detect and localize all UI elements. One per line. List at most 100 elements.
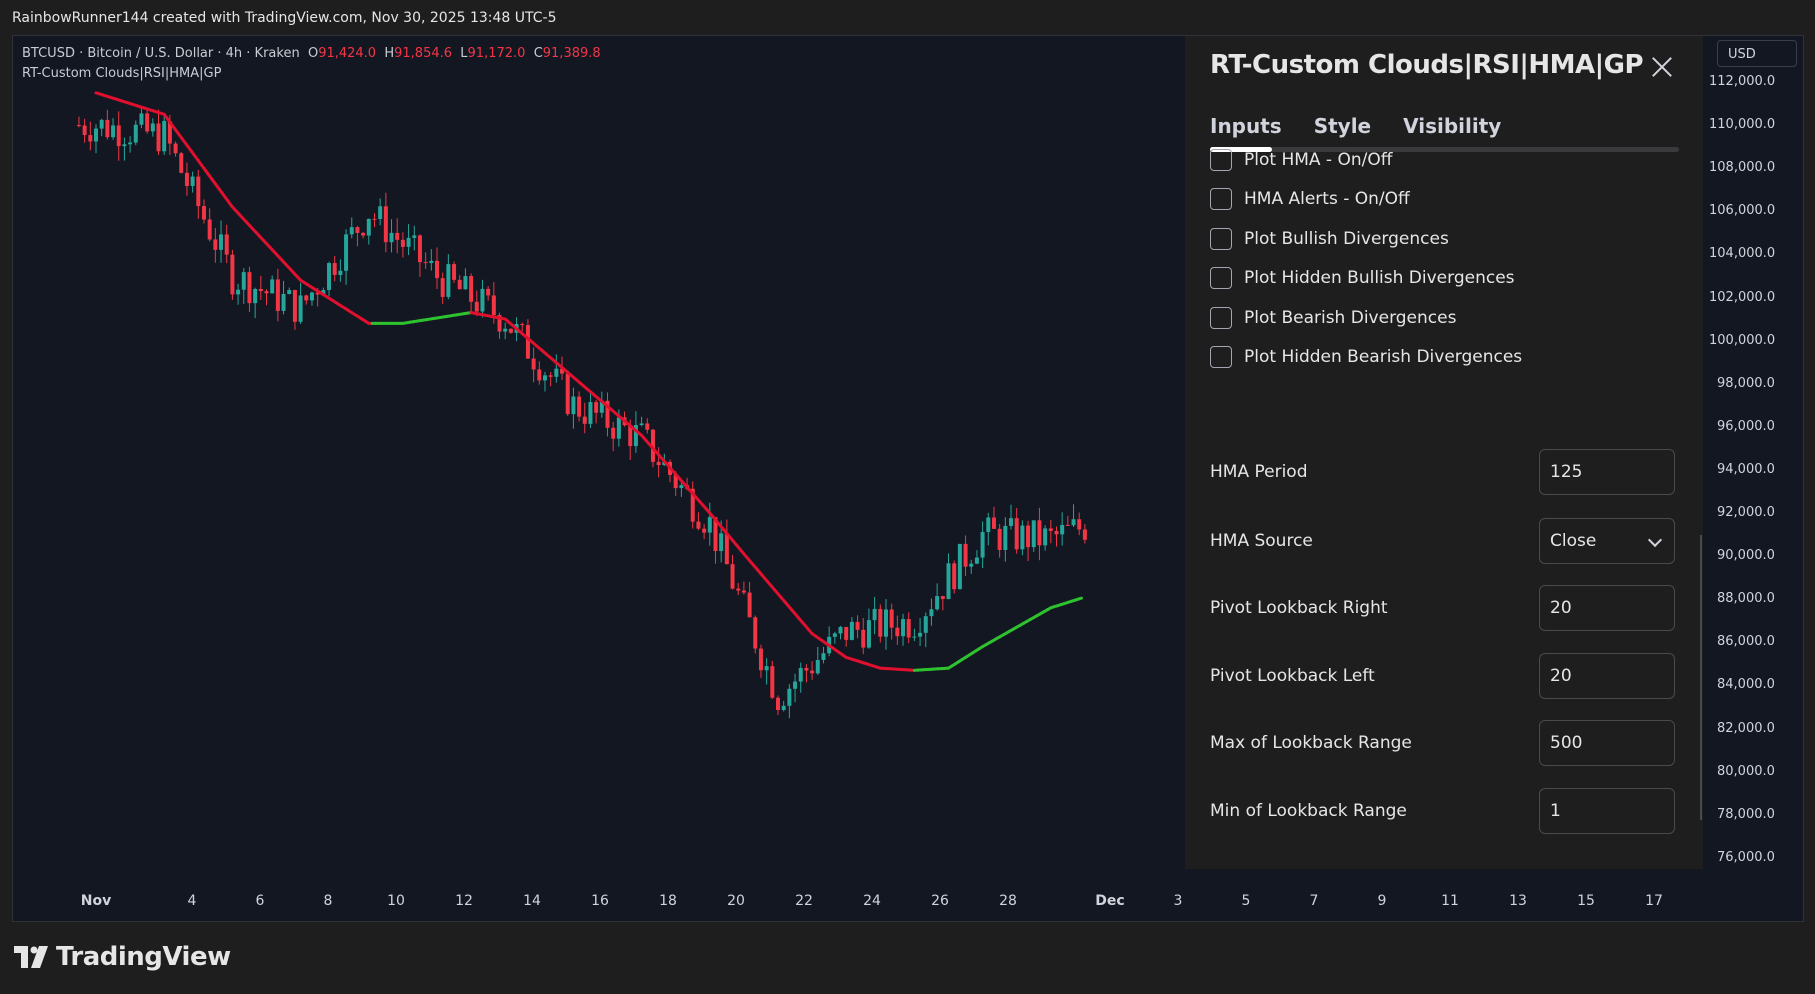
- currency-selector[interactable]: USD: [1717, 40, 1797, 67]
- price-tick-label: 88,000.0: [1717, 591, 1775, 607]
- candle-body: [184, 172, 189, 186]
- candle-body: [508, 328, 513, 333]
- price-tick-label: 76,000.0: [1717, 849, 1775, 865]
- checkbox[interactable]: [1210, 188, 1232, 210]
- pivot-left-input[interactable]: 20: [1539, 653, 1675, 699]
- candle-body: [577, 396, 582, 417]
- indicator-legend[interactable]: RT-Custom Clouds|RSI|HMA|GP: [22, 66, 222, 81]
- candle-body: [133, 124, 138, 143]
- candle-body: [1009, 518, 1014, 526]
- candle-body: [878, 608, 883, 637]
- checkbox-row-bearish-div[interactable]: Plot Bearish Divergences: [1210, 307, 1456, 329]
- candle-body: [417, 235, 422, 263]
- candle-body: [565, 373, 570, 415]
- candle-body: [719, 533, 724, 552]
- candle-body: [446, 264, 451, 297]
- candle-body: [633, 425, 638, 447]
- checkbox[interactable]: [1210, 228, 1232, 250]
- checkbox-row-hidden-bearish-div[interactable]: Plot Hidden Bearish Divergences: [1210, 346, 1522, 368]
- min-lookback-input[interactable]: 1: [1539, 788, 1675, 834]
- checkbox-row-hma-alerts[interactable]: HMA Alerts - On/Off: [1210, 188, 1410, 210]
- time-tick-label: 9: [1377, 893, 1387, 909]
- candle-body: [207, 219, 212, 240]
- time-tick-label: 5: [1241, 893, 1251, 909]
- price-tick-label: 100,000.0: [1709, 332, 1776, 348]
- candle-body: [167, 120, 172, 144]
- candle-body: [747, 592, 752, 618]
- candle-body: [1054, 530, 1059, 535]
- checkbox[interactable]: [1210, 267, 1232, 289]
- candle-body: [429, 260, 434, 264]
- indicator-settings-dialog: RT-Custom Clouds|RSI|HMA|GP Inputs Style…: [1185, 36, 1703, 869]
- field-min-lookback: Min of Lookback Range 1: [1210, 788, 1680, 834]
- candle-body: [344, 234, 349, 271]
- candle-body: [940, 596, 945, 600]
- tradingview-logo-icon: [14, 946, 48, 968]
- checkbox-label: Plot Bearish Divergences: [1244, 308, 1457, 328]
- candle-body: [1043, 528, 1048, 546]
- candle-body: [872, 608, 877, 621]
- candle-body: [855, 621, 860, 630]
- tab-inputs[interactable]: Inputs: [1210, 114, 1282, 138]
- candle-body: [753, 617, 758, 649]
- low-label: L: [460, 46, 468, 61]
- price-tick-label: 102,000.0: [1709, 289, 1776, 305]
- tab-visibility[interactable]: Visibility: [1403, 114, 1502, 138]
- candle-body: [378, 206, 383, 220]
- candle-body: [781, 705, 786, 710]
- candle-body: [997, 528, 1002, 550]
- checkbox-row-bullish-div[interactable]: Plot Bullish Divergences: [1210, 228, 1449, 250]
- candle-body: [270, 279, 275, 294]
- candle-body: [520, 324, 525, 326]
- time-tick-label: 15: [1577, 893, 1595, 909]
- candle-body: [741, 590, 746, 593]
- price-tick-label: 92,000.0: [1717, 505, 1775, 520]
- price-tick-label: 110,000.0: [1709, 117, 1776, 133]
- candle-body: [525, 325, 530, 359]
- candle-body: [304, 295, 309, 301]
- candle-body: [82, 125, 87, 136]
- candle-body: [435, 260, 439, 279]
- price-tick-label: 86,000.0: [1717, 634, 1775, 650]
- candle-body: [213, 239, 218, 250]
- candle-body: [1020, 525, 1025, 550]
- max-lookback-input[interactable]: 500: [1539, 720, 1675, 766]
- candle-body: [986, 517, 991, 533]
- price-tick-label: 82,000.0: [1717, 720, 1775, 736]
- candle-body: [730, 564, 735, 589]
- candle-body: [776, 697, 780, 710]
- candle-body: [1014, 518, 1019, 550]
- candle-body: [258, 289, 263, 292]
- hma-period-input[interactable]: 125: [1539, 449, 1675, 495]
- tab-style[interactable]: Style: [1313, 114, 1372, 138]
- checkbox[interactable]: [1210, 307, 1232, 329]
- candle-body: [201, 206, 206, 220]
- candle-body: [298, 295, 303, 322]
- time-tick-label: 12: [455, 893, 473, 909]
- price-tick-label: 108,000.0: [1709, 160, 1776, 176]
- checkbox[interactable]: [1210, 149, 1232, 171]
- time-tick-label: 4: [187, 893, 197, 909]
- checkbox[interactable]: [1210, 346, 1232, 368]
- candle-body: [770, 666, 775, 698]
- candle-body: [355, 227, 360, 233]
- candle-body: [952, 563, 957, 590]
- pivot-right-input[interactable]: 20: [1539, 585, 1675, 631]
- candle-body: [116, 125, 121, 147]
- dialog-scrollbar[interactable]: [1700, 535, 1702, 820]
- checkbox-row-plot-hma[interactable]: Plot HMA - On/Off: [1210, 149, 1392, 171]
- close-icon[interactable]: [1645, 50, 1679, 84]
- candle-body: [810, 670, 815, 674]
- candle-body: [281, 293, 286, 311]
- hma-source-select[interactable]: Close: [1539, 518, 1675, 564]
- checkbox-row-hidden-bullish-div[interactable]: Plot Hidden Bullish Divergences: [1210, 267, 1515, 289]
- candle-body: [1003, 525, 1008, 550]
- candle-body: [906, 619, 911, 638]
- field-hma-source: HMA Source Close: [1210, 518, 1680, 564]
- candle-body: [554, 368, 559, 377]
- field-pivot-right: Pivot Lookback Right 20: [1210, 585, 1680, 631]
- candle-body: [991, 517, 996, 529]
- candle-body: [628, 425, 633, 447]
- low-value: 91,172.0: [467, 46, 526, 61]
